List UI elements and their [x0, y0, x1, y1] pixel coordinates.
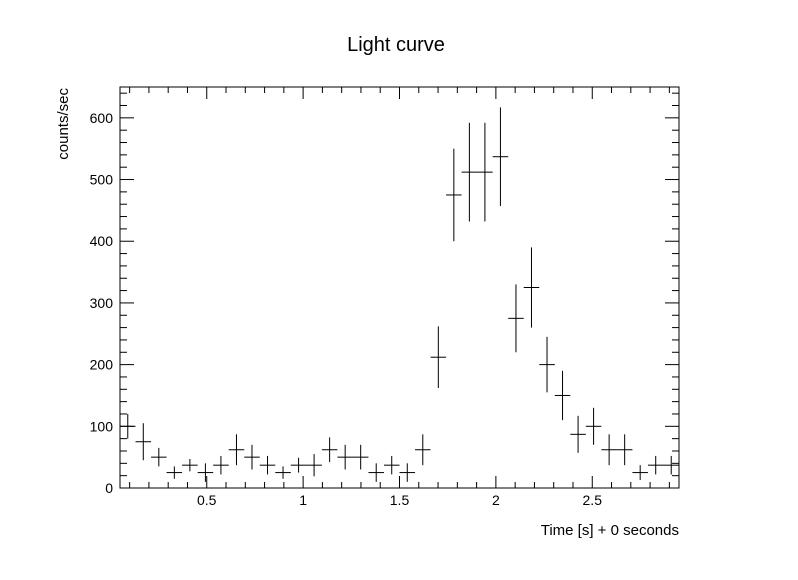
- data-point: [446, 148, 462, 242]
- data-point: [290, 457, 307, 473]
- y-tick-label: 200: [90, 357, 114, 373]
- data-point: [570, 415, 586, 453]
- data-point: [321, 437, 338, 463]
- data-point: [337, 444, 353, 470]
- y-tick-label: 0: [105, 480, 113, 496]
- data-point: [430, 326, 447, 389]
- data-point: [182, 459, 198, 472]
- data-point: [601, 434, 617, 466]
- data-point: [228, 434, 245, 466]
- data-point: [120, 413, 136, 439]
- data-point: [244, 444, 260, 470]
- x-tick-label: 1.5: [390, 492, 410, 508]
- y-tick-label: 100: [90, 418, 114, 434]
- data-point: [306, 454, 322, 477]
- data-point: [616, 434, 633, 466]
- data-point: [554, 370, 571, 421]
- y-axis-label: counts/sec: [55, 88, 72, 160]
- data-point: [523, 247, 540, 328]
- data-point: [508, 284, 524, 353]
- data-point: [415, 434, 431, 466]
- data-point: [477, 122, 493, 222]
- data-point: [663, 455, 679, 475]
- data-point: [585, 407, 602, 445]
- x-tick-label: 1: [299, 492, 307, 508]
- x-tick-label: 2.5: [583, 492, 603, 508]
- data-point: [259, 455, 276, 475]
- y-tick-label: 600: [90, 110, 114, 126]
- data-point: [368, 463, 384, 482]
- chart-title: Light curve: [347, 34, 445, 56]
- data-point: [647, 455, 664, 475]
- y-tick-label: 500: [90, 172, 114, 188]
- data-point: [213, 455, 229, 475]
- plot-frame: [119, 86, 680, 489]
- x-axis-label: Time [s] + 0 seconds: [541, 522, 679, 539]
- data-point: [492, 107, 509, 207]
- data-point: [135, 423, 152, 461]
- y-tick-label: 300: [90, 295, 114, 311]
- data-point: [632, 465, 648, 480]
- x-tick-label: 2: [492, 492, 500, 508]
- axis-ticks: 0.5 1 1.5 2 2.5 0 100 200 300 400 500 600: [90, 87, 679, 508]
- data-point: [197, 463, 214, 482]
- data-point: [151, 447, 167, 467]
- data-point: [383, 455, 400, 475]
- y-tick-label: 400: [90, 233, 114, 249]
- data-point: [539, 336, 555, 393]
- data-point: [461, 122, 478, 222]
- data-point: [166, 466, 183, 479]
- x-tick-label: 0.5: [197, 492, 217, 508]
- data-marks: [120, 107, 679, 482]
- data-point: [275, 466, 291, 479]
- data-point: [399, 463, 416, 482]
- data-point: [352, 444, 369, 470]
